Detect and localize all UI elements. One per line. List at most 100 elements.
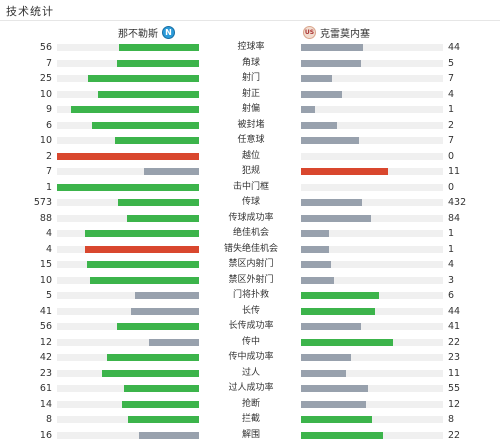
away-stat-bar (301, 369, 346, 377)
away-stat-bar (301, 354, 351, 361)
home-stat-track (57, 292, 199, 299)
away-stat-value: 44 (448, 42, 461, 53)
home-stat-bar (98, 90, 199, 98)
home-stat-bar (122, 400, 199, 408)
away-stat-value: 7 (448, 73, 455, 84)
away-stat-value: 6 (448, 290, 455, 301)
stats-table: 56 控球率 44 7 角球 5 25 射门 7 10 射正 4 9 射偏 1 6 被封堵 2 10 任意球 7 2 越位 0… (0, 40, 500, 440)
away-stat-bar (301, 106, 315, 113)
home-stat-value: 10 (39, 135, 52, 146)
stat-row: 56 长传成功率 41 (0, 319, 500, 335)
away-stat-bar (301, 416, 372, 423)
home-stat-track (57, 90, 199, 98)
home-stat-value: 5 (45, 290, 52, 301)
stat-label: 传中 (241, 336, 260, 347)
away-stat-track (301, 307, 443, 315)
away-stat-bar (301, 338, 393, 346)
stat-label: 任意球 (237, 135, 265, 145)
stat-row: 7 犯规 11 (0, 164, 500, 180)
away-stat-bar (301, 90, 342, 98)
home-stat-value: 56 (39, 321, 52, 332)
home-stat-bar (118, 199, 199, 206)
home-stat-bar (85, 230, 199, 237)
home-stat-track (57, 121, 199, 129)
home-stat-track (57, 261, 199, 268)
home-stat-value: 23 (39, 367, 52, 379)
home-stat-track (57, 106, 199, 113)
stat-label: 越位 (241, 150, 260, 161)
away-stat-track (301, 354, 443, 361)
home-stat-bar (87, 261, 199, 268)
home-stat-value: 9 (45, 104, 52, 115)
home-stat-track (57, 214, 199, 222)
home-team-name: 那不勒斯 (118, 28, 158, 40)
away-stat-bar (301, 400, 366, 408)
home-stat-track (57, 416, 199, 423)
away-stat-value: 41 (448, 321, 461, 332)
stat-row: 41 长传 44 (0, 304, 500, 320)
away-stat-bar (301, 245, 329, 253)
away-stat-value: 22 (448, 429, 461, 440)
home-stat-value: 16 (39, 429, 52, 440)
away-stat-bar (301, 230, 329, 237)
away-stat-bar (301, 199, 362, 206)
away-team: US 克雷莫内塞 (303, 25, 370, 40)
stat-row: 8 拦截 8 (0, 412, 500, 428)
home-stat-value: 25 (39, 73, 52, 84)
stat-label: 绝佳机会 (232, 228, 269, 238)
away-stat-track (301, 152, 443, 160)
home-stat-bar (149, 338, 199, 346)
stat-label: 长传 (241, 305, 260, 316)
away-stat-track (301, 416, 443, 423)
stat-label: 门将扑救 (232, 290, 269, 300)
stat-label: 错失绝佳机会 (223, 243, 278, 254)
stat-label: 射正 (241, 88, 260, 99)
away-stat-value: 12 (448, 398, 461, 410)
home-stat-bar (88, 75, 199, 82)
away-stat-bar (301, 168, 388, 175)
stat-label: 拦截 (241, 414, 260, 424)
away-stat-track (301, 214, 443, 222)
away-stat-track (301, 75, 443, 82)
cremonese-badge-icon: US (303, 25, 316, 39)
away-stat-track (301, 245, 443, 253)
stat-label: 过人成功率 (228, 383, 274, 393)
stat-row: 573 传球 432 (0, 195, 500, 211)
home-stat-track (57, 230, 199, 237)
away-team-name: 克雷莫内塞 (320, 28, 370, 40)
away-stat-value: 5 (448, 57, 455, 69)
home-stat-value: 7 (45, 57, 52, 69)
stat-row: 88 传球成功率 84 (0, 211, 500, 227)
home-stat-value: 14 (39, 398, 52, 410)
away-stat-bar (301, 44, 363, 51)
home-stat-bar (85, 245, 199, 253)
home-stat-track (57, 369, 199, 377)
away-stat-track (301, 369, 443, 377)
away-stat-track (301, 230, 443, 237)
away-stat-track (301, 137, 443, 144)
stat-label: 传球 (241, 197, 260, 207)
away-stat-track (301, 261, 443, 268)
stat-row: 16 解围 22 (0, 428, 500, 440)
home-team: 那不勒斯 N (118, 25, 175, 40)
home-stat-bar (119, 44, 199, 51)
away-stat-value: 8 (448, 414, 455, 425)
home-stat-bar (71, 106, 199, 113)
home-stat-bar (127, 214, 199, 222)
header-divider (0, 20, 500, 21)
stat-label: 抢断 (241, 398, 260, 409)
away-stat-track (301, 292, 443, 299)
home-stat-bar (124, 385, 199, 392)
home-stat-bar (57, 183, 199, 191)
away-stat-value: 3 (448, 274, 455, 286)
home-stat-value: 88 (39, 212, 52, 224)
stat-row: 4 绝佳机会 1 (0, 226, 500, 242)
home-stat-bar (144, 168, 199, 175)
home-stat-bar (128, 416, 199, 423)
home-stat-value: 10 (39, 274, 52, 286)
home-stat-value: 8 (45, 414, 52, 425)
stat-label: 击中门框 (232, 181, 269, 192)
home-stat-value: 10 (39, 88, 52, 100)
stat-label: 禁区外射门 (228, 274, 274, 285)
home-stat-value: 7 (45, 166, 52, 177)
